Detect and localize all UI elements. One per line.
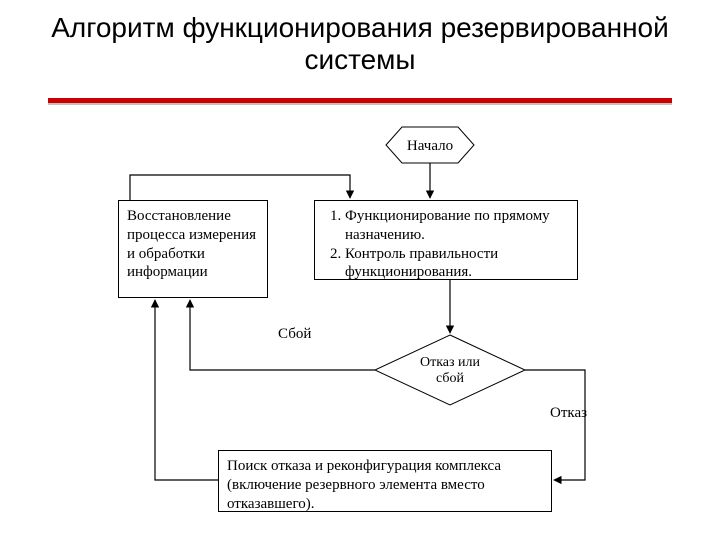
decision-line2: сбой [436, 371, 465, 386]
arrow-reconfig-to-recovery [155, 300, 218, 480]
decision-diamond: Отказ или сбой [375, 335, 525, 405]
title-rule-shadow [48, 103, 672, 105]
arrow-recovery-to-process [130, 175, 350, 200]
process-item-2: Контроль правильности функционирования. [345, 245, 569, 283]
process-box: Функционирование по прямому назначению. … [314, 200, 578, 280]
reconfig-text: Поиск отказа и реконфигурация комплекса … [227, 458, 501, 512]
slide: Алгоритм функционирования резервированно… [0, 0, 720, 540]
edge-label-sboy: Сбой [278, 326, 311, 343]
slide-title: Алгоритм функционирования резервированно… [0, 12, 720, 76]
edge-label-otkaz: Отказ [550, 405, 587, 422]
recovery-text: Восстановление процесса измерения и обра… [127, 208, 256, 280]
recovery-box: Восстановление процесса измерения и обра… [118, 200, 268, 298]
start-label: Начало [407, 138, 453, 154]
decision-line1: Отказ или [420, 355, 481, 370]
reconfig-box: Поиск отказа и реконфигурация комплекса … [218, 450, 552, 512]
process-item-1: Функционирование по прямому назначению. [345, 207, 569, 245]
start-terminator: Начало [386, 127, 474, 163]
